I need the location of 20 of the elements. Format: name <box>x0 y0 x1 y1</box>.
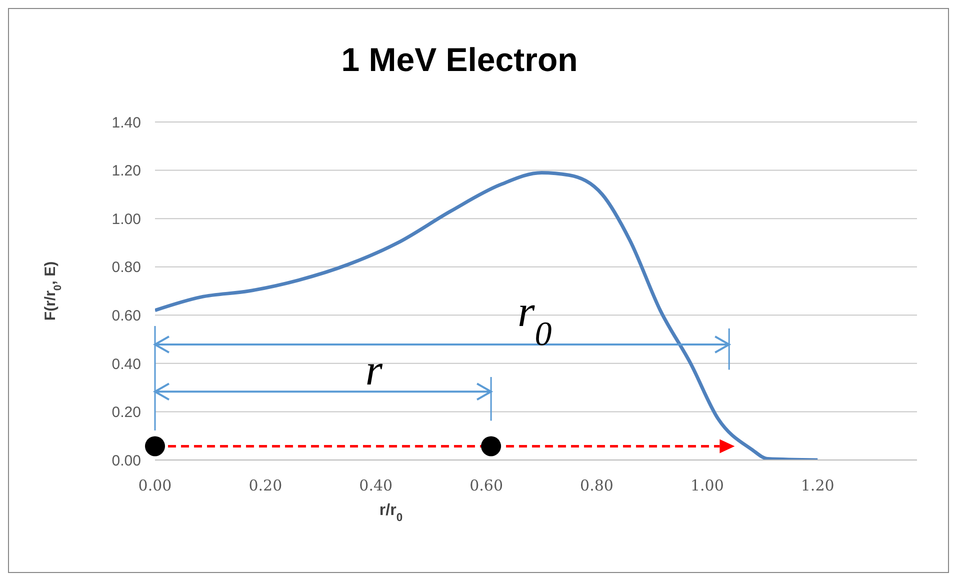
line-series <box>155 170 820 460</box>
x-tick-label: 0.00 <box>138 476 172 495</box>
annotation: r$_{0}$ <box>518 287 552 352</box>
y-tick-label: 1.40 <box>112 114 141 132</box>
x-tick-label: 1.20 <box>800 476 834 495</box>
y-tick-label: 0.20 <box>112 404 141 422</box>
x-axis-title: r/r$_{0}$ <box>379 502 403 524</box>
y-tick-label: 0.80 <box>112 259 141 276</box>
x-tick-label: 0.80 <box>580 476 614 495</box>
y-tick-label: 0.40 <box>112 356 141 373</box>
x-tick-label: 1.00 <box>690 476 724 495</box>
x-tick-label: 0.20 <box>248 476 282 495</box>
chart-title: 1 MeV Electron <box>341 41 578 78</box>
y-tick-label: 1.00 <box>112 210 141 228</box>
y-tick-label: 1.20 <box>112 162 141 180</box>
x-tick-label: 0.60 <box>470 476 504 495</box>
annotation: r <box>365 345 384 394</box>
y-tick-label: 0.00 <box>112 452 141 470</box>
y-tick-label: 0.60 <box>112 307 141 324</box>
x-tick-label: 0.40 <box>359 476 393 495</box>
